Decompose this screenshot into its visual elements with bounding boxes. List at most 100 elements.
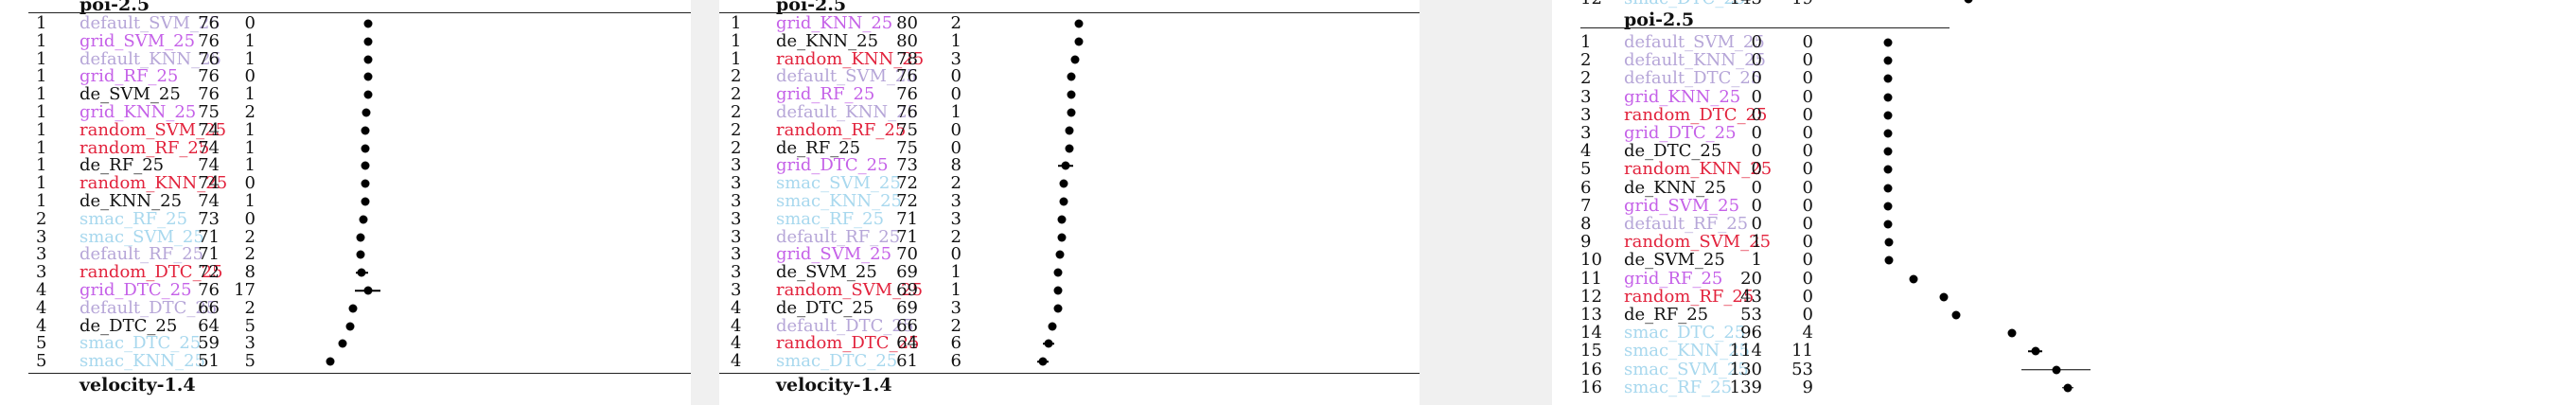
row-rank: 2 xyxy=(731,102,742,122)
row-spread: 0 xyxy=(950,137,962,158)
data-point xyxy=(1070,55,1080,64)
row-spread: 1 xyxy=(950,262,962,283)
row-rank: 3 xyxy=(731,244,742,265)
row-name: grid_RF_25 xyxy=(1624,268,1723,289)
row-name: grid_SVM_25 xyxy=(1624,195,1740,216)
row-name: grid_RF_25 xyxy=(79,66,179,87)
row-name: smac_DTC_25 xyxy=(776,351,898,372)
row-name: random_DTC_25 xyxy=(776,333,920,354)
row-rank: 1 xyxy=(36,66,47,87)
row-value: 70 xyxy=(896,244,918,265)
row-value: 69 xyxy=(896,280,918,300)
row-spread: 2 xyxy=(244,244,256,265)
row-name: default_SVM_25 xyxy=(1624,32,1765,52)
row-value: 43 xyxy=(1740,286,1762,307)
row-rank: 4 xyxy=(731,351,742,372)
row-rank: 8 xyxy=(1580,214,1592,234)
row-value: 96 xyxy=(1740,323,1762,343)
row-name: default_DTC_25 xyxy=(1624,68,1762,89)
row-rank: 1 xyxy=(731,30,742,51)
row-spread: 19 xyxy=(1756,0,1813,8)
results-table-panel-1: poi-2.5 1 default_SVM_25 76 0 1 grid_SVM_25 76 1… xyxy=(0,0,691,405)
data-point xyxy=(2031,346,2040,356)
row-rank: 3 xyxy=(731,155,742,176)
row-name: grid_DTC_25 xyxy=(79,280,192,300)
row-name: grid_DTC_25 xyxy=(776,155,889,176)
row-rank: 4 xyxy=(731,297,742,318)
row-spread: 3 xyxy=(950,208,962,229)
data-point xyxy=(1057,215,1067,224)
row-spread: 1 xyxy=(244,191,256,211)
data-point xyxy=(359,215,368,224)
data-point xyxy=(1964,0,1973,4)
row-name: smac_KNN_25 xyxy=(79,351,205,372)
data-point xyxy=(1059,197,1068,206)
row-name: grid_KNN_25 xyxy=(79,102,197,122)
row-value: 76 xyxy=(198,30,220,51)
row-rank: 7 xyxy=(1580,195,1592,216)
row-name: default_KNN_25 xyxy=(1624,50,1767,71)
row-rank: 16 xyxy=(1580,359,1602,379)
data-point xyxy=(1939,292,1949,302)
row-name: grid_SVM_25 xyxy=(79,30,196,51)
row-value: 66 xyxy=(198,297,220,318)
table-header-title: poi-2.5 xyxy=(79,0,150,15)
row-value: 69 xyxy=(896,297,918,318)
row-name: default_RF_25 xyxy=(776,226,901,247)
data-point xyxy=(1883,202,1893,211)
row-spread: 0 xyxy=(1802,250,1813,271)
row-spread: 11 xyxy=(1791,341,1813,361)
row-spread: 1 xyxy=(244,119,256,140)
row-spread: 3 xyxy=(950,191,962,211)
row-value: 76 xyxy=(896,84,918,105)
row-value: 0 xyxy=(1751,214,1762,234)
row-rank: 3 xyxy=(731,173,742,194)
data-point xyxy=(1883,129,1893,138)
row-name: random_RF_25 xyxy=(79,137,210,158)
row-value: 80 xyxy=(896,13,918,33)
row-rank: 1 xyxy=(1580,32,1592,52)
row-value: 64 xyxy=(198,315,220,336)
row-spread: 0 xyxy=(950,244,962,265)
row-rank: 1 xyxy=(36,191,47,211)
row-rank: 3 xyxy=(36,226,47,247)
data-point xyxy=(1053,268,1063,277)
row-name: de_KNN_25 xyxy=(776,30,879,51)
row-value: 0 xyxy=(1751,86,1762,107)
row-name: de_DTC_25 xyxy=(1624,141,1722,162)
row-rank: 3 xyxy=(731,280,742,300)
next-table-title: velocity-1.4 xyxy=(79,375,196,396)
row-spread: 6 xyxy=(950,333,962,354)
row-value: 0 xyxy=(1751,68,1762,89)
row-spread: 0 xyxy=(950,119,962,140)
row-value: 76 xyxy=(198,66,220,87)
data-point xyxy=(362,108,371,117)
row-value: 0 xyxy=(1751,50,1762,71)
row-spread: 2 xyxy=(244,297,256,318)
row-name: de_SVM_25 xyxy=(79,84,181,105)
row-name: default_SVM_25 xyxy=(79,13,221,33)
row-rank: 4 xyxy=(36,315,47,336)
data-point xyxy=(1074,19,1084,28)
row-spread: 3 xyxy=(244,333,256,354)
data-point xyxy=(1053,304,1063,313)
row-spread: 2 xyxy=(950,315,962,336)
row-spread: 0 xyxy=(244,208,256,229)
row-rank: 5 xyxy=(36,333,47,354)
header-rule xyxy=(1580,27,1950,28)
row-value: 74 xyxy=(198,155,220,176)
row-spread: 1 xyxy=(244,30,256,51)
data-point xyxy=(326,357,335,366)
row-spread: 1 xyxy=(950,280,962,300)
row-spread: 0 xyxy=(244,13,256,33)
data-point xyxy=(345,322,355,331)
row-name: smac_DTC_25 xyxy=(1624,323,1746,343)
row-rank: 1 xyxy=(36,155,47,176)
row-spread: 0 xyxy=(1802,177,1813,198)
row-spread: 0 xyxy=(1802,159,1813,180)
row-rank: 2 xyxy=(731,137,742,158)
footer-rule xyxy=(719,373,1420,374)
row-spread: 0 xyxy=(1802,141,1813,162)
row-spread: 0 xyxy=(1802,104,1813,125)
data-point xyxy=(1067,108,1076,117)
